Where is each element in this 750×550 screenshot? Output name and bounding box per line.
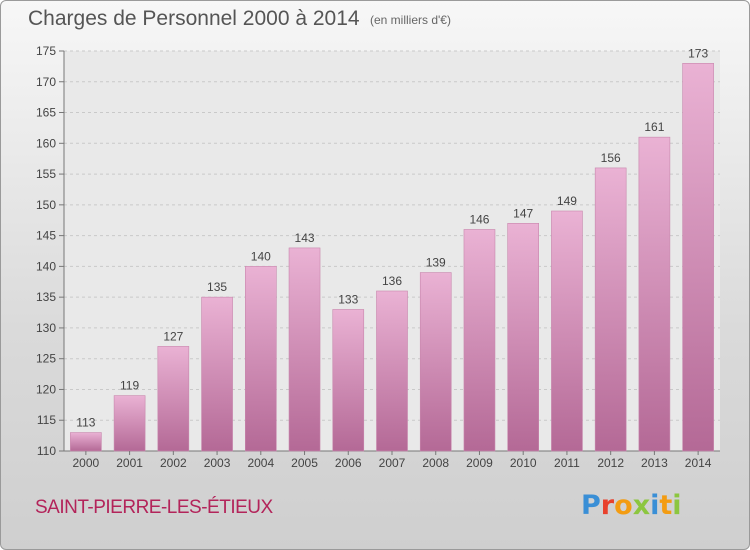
x-tick-label: 2001 — [116, 456, 143, 470]
bar — [638, 136, 671, 452]
y-tick-label: 175 — [36, 44, 56, 58]
bar — [288, 247, 321, 452]
y-tick-label: 140 — [36, 259, 56, 273]
bar — [201, 296, 233, 452]
y-tick-label: 160 — [36, 136, 56, 150]
bar — [551, 210, 583, 452]
x-tick-label: 2003 — [204, 456, 231, 470]
chart-title: Charges de Personnel 2000 à 2014 — [28, 7, 360, 30]
data-label: 161 — [644, 120, 664, 134]
logo-letter: P — [581, 490, 601, 521]
data-label: 127 — [163, 329, 183, 343]
data-label: 133 — [338, 292, 358, 306]
x-tick-label: 2004 — [247, 456, 274, 470]
data-label: 135 — [207, 280, 227, 294]
x-tick-label: 2012 — [597, 456, 624, 470]
x-tick-label: 2005 — [291, 456, 318, 470]
y-tick-label: 135 — [36, 290, 56, 304]
bar — [376, 290, 408, 452]
bar — [463, 229, 496, 452]
data-label: 139 — [426, 256, 446, 270]
logo-letter: i — [650, 490, 660, 521]
y-tick-label: 155 — [36, 167, 56, 181]
commune-name: SAINT-PIERRE-LES-ÉTIEUX — [35, 497, 273, 518]
logo-letter: o — [614, 490, 633, 521]
logo-letter: t — [659, 490, 673, 521]
bar — [113, 395, 146, 452]
x-tick-label: 2014 — [685, 456, 712, 470]
bar — [332, 309, 365, 452]
y-tick-label: 110 — [37, 444, 56, 458]
data-label: 173 — [688, 46, 708, 60]
bar — [682, 63, 714, 452]
y-tick-label: 125 — [36, 352, 56, 366]
logo-letter: i — [672, 490, 682, 521]
data-label: 113 — [76, 416, 95, 430]
bar — [157, 346, 190, 452]
x-tick-label: 2000 — [73, 456, 100, 470]
chart-subtitle: (en milliers d'€) — [370, 13, 451, 27]
x-tick-label: 2011 — [554, 456, 580, 470]
bar — [594, 167, 627, 452]
x-tick-label: 2002 — [160, 456, 187, 470]
y-tick-label: 170 — [36, 75, 56, 89]
bar — [507, 223, 540, 452]
x-tick-label: 2008 — [422, 456, 449, 470]
y-tick-label: 130 — [36, 321, 56, 335]
data-label: 149 — [557, 194, 577, 208]
y-tick-label: 165 — [36, 106, 56, 120]
data-label: 143 — [295, 231, 315, 245]
x-tick-label: 2010 — [510, 456, 537, 470]
data-label: 156 — [601, 151, 621, 165]
x-tick-label: 2006 — [335, 456, 362, 470]
proxiti-logo: Proxiti — [581, 490, 682, 521]
bar — [245, 266, 277, 452]
y-tick-label: 150 — [36, 198, 56, 212]
data-label: 140 — [251, 249, 271, 263]
y-tick-label: 145 — [36, 229, 56, 243]
data-label: 146 — [469, 212, 489, 226]
bar — [419, 272, 452, 452]
logo-letter: r — [600, 490, 615, 521]
data-label: 119 — [120, 379, 139, 393]
x-tick-label: 2007 — [379, 456, 406, 470]
logo-letter: x — [632, 490, 651, 521]
y-tick-label: 120 — [36, 382, 56, 396]
x-tick-label: 2013 — [641, 456, 668, 470]
bar — [70, 432, 102, 452]
y-tick-label: 115 — [37, 413, 56, 427]
data-label: 136 — [382, 274, 402, 288]
data-label: 147 — [513, 206, 533, 220]
x-tick-label: 2009 — [466, 456, 493, 470]
